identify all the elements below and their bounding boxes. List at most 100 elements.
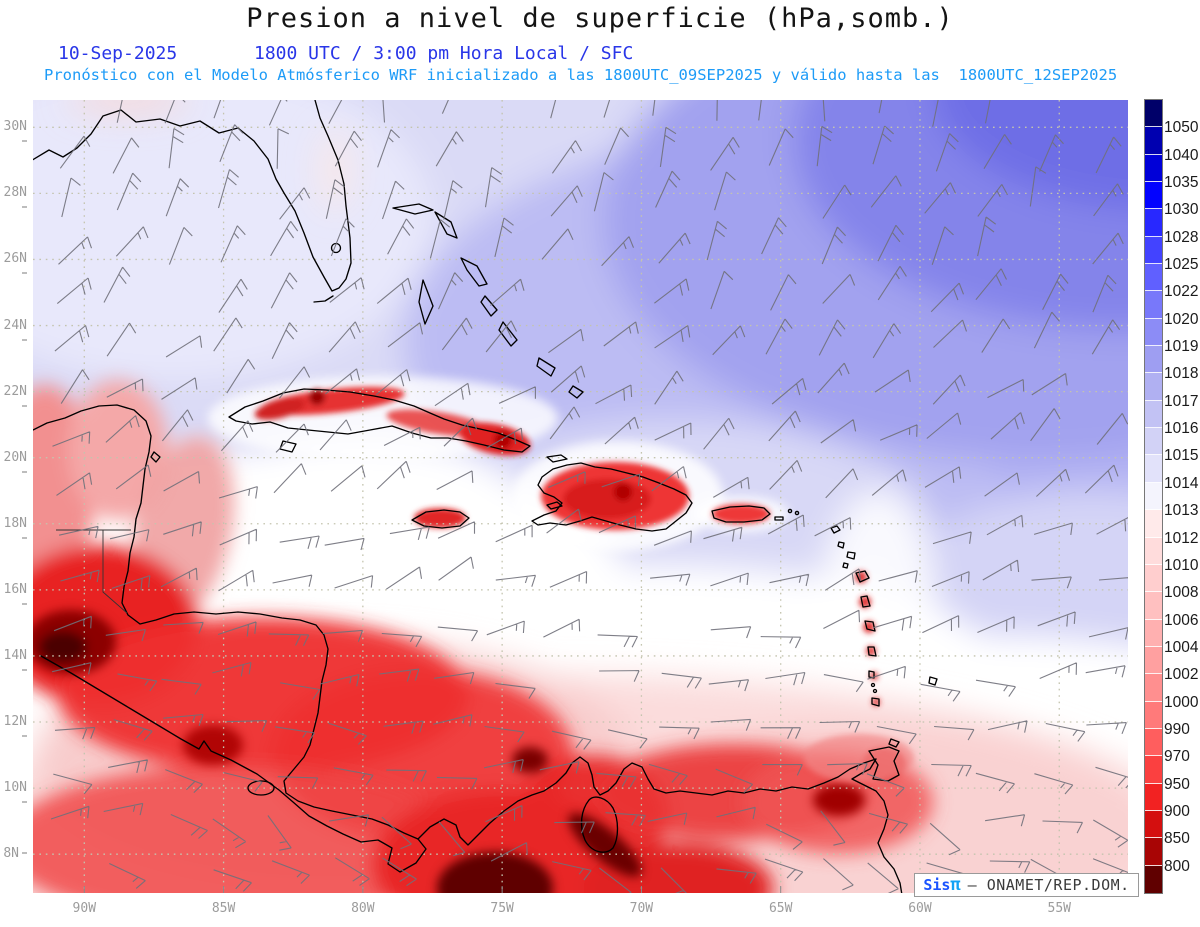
colorbar bbox=[1144, 99, 1163, 894]
coast-florida-keys bbox=[313, 295, 334, 303]
coast-cozumel bbox=[150, 451, 161, 463]
credit-box: Sis π — ONAMET/REP.DOM. bbox=[914, 873, 1139, 897]
coast-virgin-2 bbox=[794, 510, 800, 516]
colorbar-level-label: 1014 bbox=[1164, 474, 1199, 492]
colorbar-swatch bbox=[1145, 810, 1162, 839]
lon-tick-label: 90W bbox=[72, 901, 97, 916]
colorbar-swatch bbox=[1145, 783, 1162, 811]
colorbar-level-label: 1020 bbox=[1164, 310, 1199, 328]
colorbar-level-label: 800 bbox=[1164, 857, 1190, 875]
coast-isla-juventud bbox=[279, 440, 297, 453]
lon-tick-label: 70W bbox=[629, 901, 654, 916]
lat-tick-label: 16N bbox=[0, 582, 27, 612]
colorbar-level-label: 1016 bbox=[1164, 420, 1199, 438]
coast-gulf-florida bbox=[33, 100, 352, 292]
coast-puerto-rico bbox=[711, 505, 771, 523]
colorbar-swatch bbox=[1145, 182, 1162, 210]
colorbar-swatch bbox=[1145, 838, 1162, 866]
lon-tick-label: 65W bbox=[768, 901, 793, 916]
colorbar-swatch bbox=[1145, 756, 1162, 784]
colorbar-level-label: 1008 bbox=[1164, 584, 1199, 602]
coast-lesser-antilles bbox=[830, 525, 938, 707]
colorbar-level-label: 1000 bbox=[1164, 693, 1199, 711]
colorbar-level-label: 1017 bbox=[1164, 392, 1199, 410]
colorbar-level-label: 970 bbox=[1164, 748, 1190, 766]
lon-tick-label: 60W bbox=[908, 901, 932, 916]
colorbar-swatch bbox=[1145, 537, 1162, 565]
colorbar-level-label: 1013 bbox=[1164, 502, 1199, 520]
colorbar-swatch bbox=[1145, 646, 1162, 675]
coast-yucatan-central-america bbox=[33, 404, 419, 840]
lat-tick-label: 24N bbox=[0, 318, 27, 348]
colorbar-level-label: 1050 bbox=[1164, 119, 1199, 137]
colorbar-level-label: 1019 bbox=[1164, 338, 1199, 356]
lat-tick-label: 30N bbox=[0, 119, 27, 149]
colorbar-swatch bbox=[1145, 236, 1162, 265]
colorbar-level-label: 1004 bbox=[1164, 638, 1199, 656]
lat-tick-label: 22N bbox=[0, 384, 27, 414]
colorbar-level-label: 1035 bbox=[1164, 174, 1199, 192]
valid-date-label: 10-Sep-2025 bbox=[58, 43, 178, 64]
coastlines bbox=[33, 100, 938, 893]
colorbar-level-label: 1015 bbox=[1164, 447, 1199, 465]
colorbar-swatch bbox=[1145, 482, 1162, 511]
colorbar-level-label: 1018 bbox=[1164, 365, 1199, 383]
colorbar-swatch bbox=[1145, 674, 1162, 702]
colorbar-swatch bbox=[1145, 455, 1162, 483]
colorbar-swatch bbox=[1145, 373, 1162, 401]
lat-tick-label: 8N bbox=[0, 846, 27, 861]
coast-trinidad-tobago bbox=[868, 738, 900, 782]
colorbar-level-label: 850 bbox=[1164, 830, 1190, 848]
colorbar-level-label: 1040 bbox=[1164, 146, 1199, 164]
country-borders bbox=[56, 529, 131, 614]
colorbar-swatch bbox=[1145, 510, 1162, 538]
lake-nicaragua bbox=[247, 780, 275, 796]
chart-title: Presion a nivel de superficie (hPa,somb.… bbox=[246, 3, 954, 34]
wind-barbs bbox=[50, 100, 1128, 893]
colorbar-swatch bbox=[1145, 701, 1162, 729]
coast-jamaica bbox=[411, 509, 470, 529]
lon-tick-label: 80W bbox=[351, 901, 375, 916]
datetime-line: 10-Sep-2025 1800 UTC / 3:00 pm Hora Loca… bbox=[0, 43, 1200, 65]
forecast-subtitle: Pronóstico con el Modelo Atmósferico WRF… bbox=[44, 66, 1118, 84]
wind-barb-glyphs bbox=[50, 100, 1128, 893]
lat-tick-label: 18N bbox=[0, 516, 27, 546]
colorbar-level-label: 1025 bbox=[1164, 256, 1199, 274]
colorbar-level-label: 1002 bbox=[1164, 666, 1199, 684]
colorbar-level-label: 1030 bbox=[1164, 201, 1199, 219]
lake-maracaibo bbox=[580, 796, 619, 853]
lon-tick-label: 85W bbox=[211, 901, 236, 916]
colorbar-swatch bbox=[1145, 346, 1162, 374]
colorbar-level-label: 990 bbox=[1164, 720, 1190, 738]
colorbar-swatch bbox=[1145, 564, 1162, 593]
lon-tick-label: 75W bbox=[490, 901, 514, 916]
coast-hispaniola bbox=[531, 462, 693, 532]
colorbar-level-label: 900 bbox=[1164, 802, 1190, 820]
credit-source: — ONAMET/REP.DOM. bbox=[967, 876, 1130, 894]
colorbar-swatch bbox=[1145, 154, 1162, 183]
colorbar-level-label: 950 bbox=[1164, 775, 1190, 793]
colorbar-swatch bbox=[1145, 428, 1162, 456]
colorbar-swatch bbox=[1145, 100, 1162, 128]
coast-bahamas bbox=[392, 203, 584, 399]
coast-tortuga-gonave bbox=[546, 454, 568, 510]
pressure-map bbox=[33, 100, 1128, 893]
colorbar-swatch bbox=[1145, 209, 1162, 237]
coast-south-america bbox=[417, 756, 903, 893]
colorbar-level-label: 1028 bbox=[1164, 228, 1199, 246]
lon-tick-label: 55W bbox=[1047, 901, 1071, 916]
credit-pi: π bbox=[950, 875, 961, 895]
coast-cuba bbox=[228, 388, 531, 453]
colorbar-level-label: 1006 bbox=[1164, 611, 1199, 629]
colorbar-swatch bbox=[1145, 592, 1162, 620]
credit-sis: Sis bbox=[923, 876, 951, 894]
colorbar-swatch bbox=[1145, 619, 1162, 647]
lat-tick-label: 28N bbox=[0, 185, 27, 215]
colorbar-level-label: 1010 bbox=[1164, 556, 1199, 574]
lat-tick-label: 10N bbox=[0, 780, 27, 810]
colorbar-swatch bbox=[1145, 318, 1162, 347]
coast-pacific-central-america bbox=[40, 655, 427, 873]
coast-vieques bbox=[774, 516, 784, 521]
colorbar-level-label: 1022 bbox=[1164, 283, 1199, 301]
